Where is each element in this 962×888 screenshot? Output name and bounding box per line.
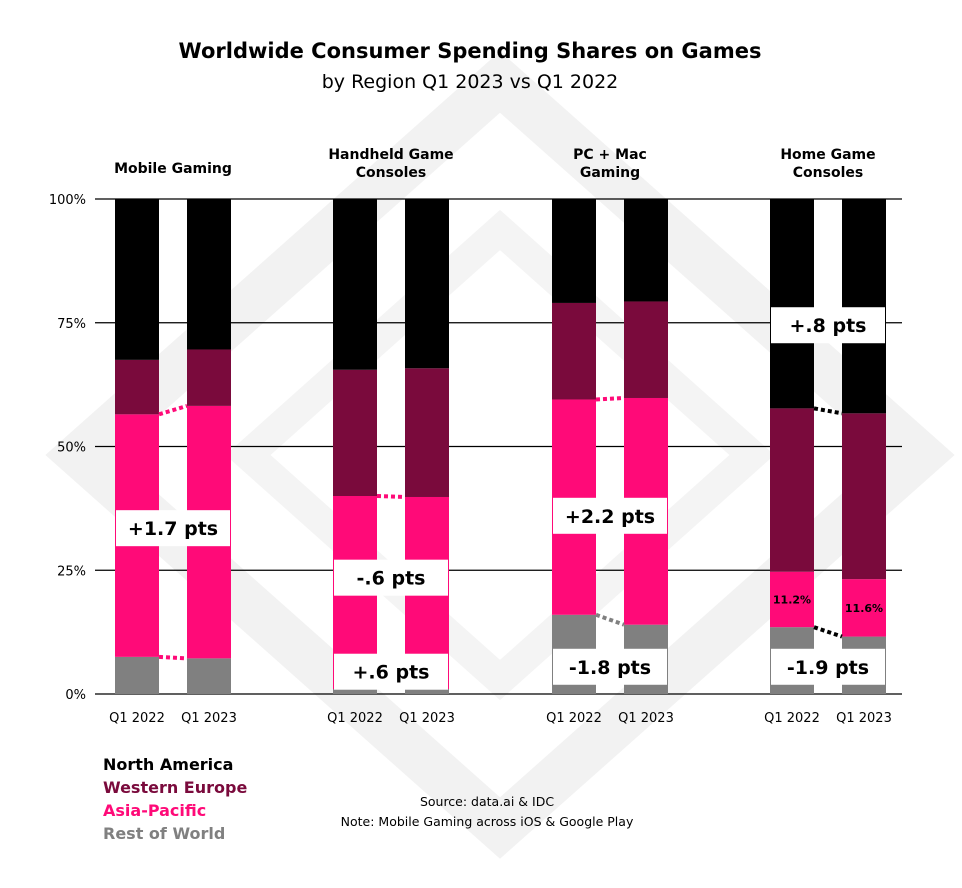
- segment-label: 11.2%: [773, 593, 811, 606]
- panel-title: Home Game: [780, 147, 875, 163]
- panel: PC + Mac Gaming Q1 2022 Q1 2023 +2.2 pts -1.8…: [546, 147, 674, 726]
- bar-segment-rest-of-world: [333, 689, 377, 694]
- annotation-box: [553, 497, 667, 534]
- panel-title: PC + Mac: [573, 147, 647, 163]
- bar-segment-north-america: [770, 199, 814, 409]
- chart-title: Worldwide Consumer Spending Shares on Ga…: [179, 39, 762, 63]
- annotation-label: -1.8 pts: [569, 657, 651, 679]
- y-tick-label: 0%: [65, 688, 86, 703]
- legend: North America Western Europe Asia-Pacific R…: [103, 755, 247, 843]
- bar-segment-north-america: [115, 199, 159, 360]
- annotation-box: [771, 307, 885, 344]
- y-tick-label: 50%: [57, 441, 86, 456]
- annotation-label: +.8 pts: [790, 315, 867, 337]
- bar-segment-rest-of-world: [115, 656, 159, 694]
- annotation-label: -.6 pts: [357, 568, 426, 590]
- bar-segment-western-europe: [405, 368, 449, 497]
- annotation-label: +2.2 pts: [565, 506, 655, 528]
- y-axis: 0% 25% 50% 75% 100%: [49, 193, 86, 703]
- panel-title: Handheld Game: [328, 147, 453, 163]
- connector-line: [595, 395, 625, 402]
- x-tick-label: Q1 2022: [546, 711, 602, 726]
- bar-segment-rest-of-world: [187, 658, 231, 694]
- legend-item-rest-of-world: Rest of World: [103, 824, 225, 843]
- annotation-box: [334, 653, 448, 690]
- annotation-label: -1.9 pts: [787, 657, 869, 679]
- bar-segment-north-america: [405, 199, 449, 369]
- bar-segment-north-america: [552, 199, 596, 303]
- x-tick-label: Q1 2022: [109, 711, 165, 726]
- bar-segment-north-america: [842, 199, 886, 414]
- legend-item-asia-pacific: Asia-Pacific: [103, 801, 206, 820]
- plot-area: Mobile Gaming Q1 2022 Q1 2023 +1.7 pts Handh…: [109, 147, 892, 726]
- x-tick-label: Q1 2023: [836, 711, 892, 726]
- source-text: Source: data.ai & IDC: [420, 794, 554, 809]
- bar-segment-western-europe: [770, 408, 814, 572]
- bar-segment-western-europe: [187, 349, 231, 406]
- bar-segment-north-america: [187, 199, 231, 350]
- annotation-box: [116, 510, 230, 547]
- panel-title: Consoles: [793, 165, 863, 181]
- bar-segment-western-europe: [115, 359, 159, 415]
- x-tick-label: Q1 2023: [181, 711, 237, 726]
- y-tick-label: 25%: [57, 564, 86, 579]
- bar-segment-asia-pacific: [770, 571, 814, 628]
- connector-line: [158, 403, 188, 417]
- bar-segment-rest-of-world: [405, 689, 449, 694]
- panel: Home Game Consoles 11.2% Q1 2022 11.6% Q1 202…: [764, 147, 892, 726]
- annotation-label: +1.7 pts: [128, 518, 218, 540]
- bar-segment-western-europe: [624, 301, 668, 398]
- y-tick-label: 100%: [49, 193, 86, 208]
- annotation-box: [553, 648, 667, 685]
- note-text: Note: Mobile Gaming across iOS & Google …: [341, 814, 634, 829]
- connector-line: [376, 494, 406, 499]
- x-tick-label: Q1 2022: [764, 711, 820, 726]
- panel: Mobile Gaming Q1 2022 Q1 2023 +1.7 pts: [109, 161, 237, 726]
- panel-title: Mobile Gaming: [114, 161, 232, 177]
- segment-label: 11.6%: [845, 602, 883, 615]
- legend-item-north-america: North America: [103, 755, 233, 774]
- bar-segment-north-america: [624, 199, 668, 302]
- bar-segment-western-europe: [842, 413, 886, 580]
- chart-subtitle: by Region Q1 2023 vs Q1 2022: [322, 71, 619, 93]
- x-tick-label: Q1 2023: [399, 711, 455, 726]
- panel: Handheld Game Consoles Q1 2022 Q1 2023 -.6 p…: [327, 147, 455, 726]
- panel-title: Gaming: [580, 165, 640, 181]
- bar-segment-asia-pacific: [842, 579, 886, 637]
- bar-segment-north-america: [333, 199, 377, 370]
- annotation-label: +.6 pts: [353, 662, 430, 684]
- x-tick-label: Q1 2023: [618, 711, 674, 726]
- connector-line: [813, 625, 843, 639]
- legend-item-western-europe: Western Europe: [103, 778, 247, 797]
- panel-title: Consoles: [356, 165, 426, 181]
- connector-line: [158, 654, 188, 661]
- bar-segment-western-europe: [552, 302, 596, 400]
- connector-line: [595, 612, 625, 627]
- annotation-box: [771, 648, 885, 685]
- annotation-box: [334, 559, 448, 596]
- y-tick-label: 75%: [57, 317, 86, 332]
- x-tick-label: Q1 2022: [327, 711, 383, 726]
- bar-segment-western-europe: [333, 369, 377, 496]
- connector-line: [813, 406, 843, 416]
